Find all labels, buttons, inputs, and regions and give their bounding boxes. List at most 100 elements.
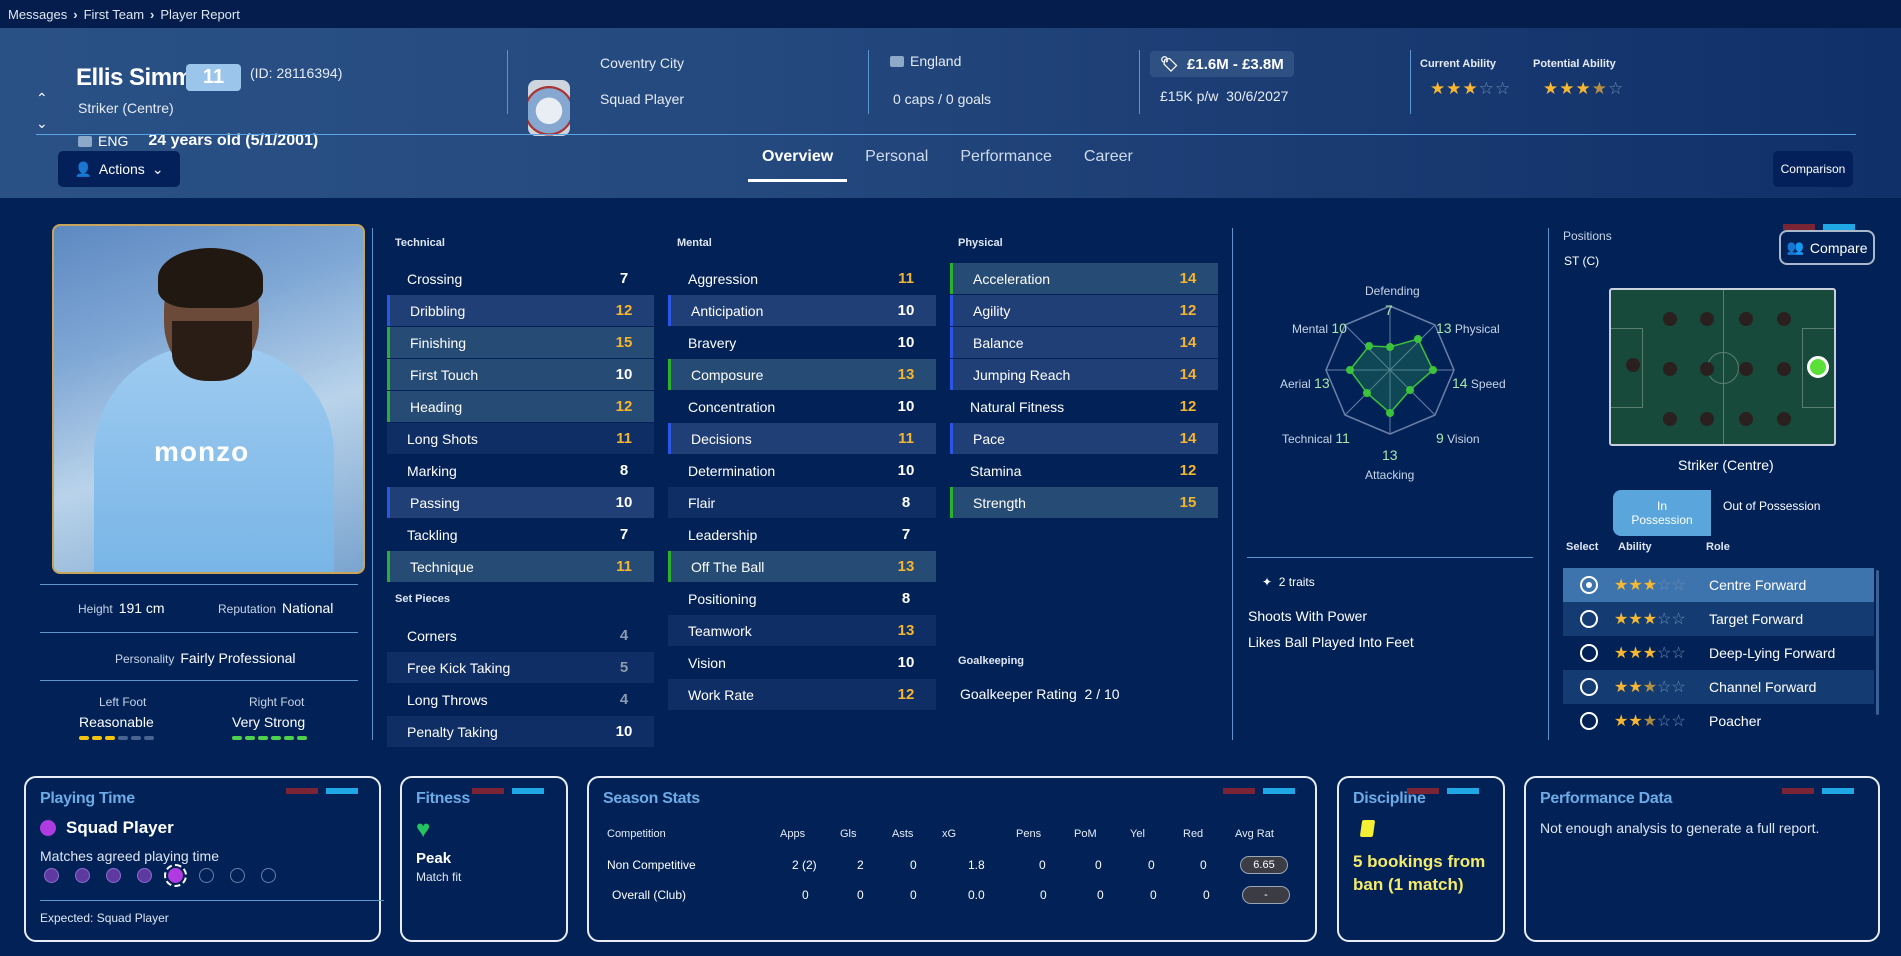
attr-long-shots[interactable]: Long Shots 11 xyxy=(387,423,654,454)
attr-bravery[interactable]: Bravery 10 xyxy=(668,327,936,358)
comparison-button[interactable]: Comparison xyxy=(1773,151,1853,187)
attr-off-the-ball[interactable]: Off The Ball 13 xyxy=(668,551,936,582)
col-apps[interactable]: Apps xyxy=(780,828,806,840)
attr-balance[interactable]: Balance 14 xyxy=(950,327,1218,358)
traits-count[interactable]: ✦ 2 traits xyxy=(1262,575,1315,589)
tab-career[interactable]: Career xyxy=(1083,148,1133,165)
attr-stamina[interactable]: Stamina 12 xyxy=(950,455,1218,486)
fitness-title: Fitness xyxy=(416,790,470,807)
position-dot[interactable] xyxy=(1739,412,1753,426)
attr-marking[interactable]: Marking 8 xyxy=(387,455,654,486)
attr-dribbling[interactable]: Dribbling 12 xyxy=(387,295,654,326)
attr-determination[interactable]: Determination 10 xyxy=(668,455,936,486)
attr-penalty-taking[interactable]: Penalty Taking 10 xyxy=(387,716,654,747)
transfer-value[interactable]: 🏷 £1.6M - £3.8M xyxy=(1150,51,1294,77)
position-dot[interactable] xyxy=(1777,412,1791,426)
attr-pace[interactable]: Pace 14 xyxy=(950,423,1218,454)
col-competition[interactable]: Competition xyxy=(607,828,666,840)
tab-personal[interactable]: Personal xyxy=(865,148,929,165)
attr-technique[interactable]: Technique 11 xyxy=(387,551,654,582)
radio-icon[interactable] xyxy=(1580,644,1598,662)
col-avg-rat[interactable]: Avg Rat xyxy=(1235,828,1274,840)
radio-icon[interactable] xyxy=(1580,712,1598,730)
radar-value: 9 xyxy=(1436,430,1444,446)
attr-long-throws[interactable]: Long Throws 4 xyxy=(387,684,654,715)
attr-natural-fitness[interactable]: Natural Fitness 12 xyxy=(950,391,1218,422)
attr-concentration[interactable]: Concentration 10 xyxy=(668,391,936,422)
tab-performance[interactable]: Performance xyxy=(960,148,1052,165)
attr-flair[interactable]: Flair 8 xyxy=(668,487,936,518)
role-row[interactable]: ★★★☆☆ Target Forward xyxy=(1563,602,1874,636)
role-row[interactable]: ★★★☆☆ Channel Forward xyxy=(1563,670,1874,704)
chevron-up-icon[interactable]: ⌃ xyxy=(36,90,48,106)
radio-icon[interactable] xyxy=(1580,678,1598,696)
chevron-down-icon[interactable]: ⌄ xyxy=(36,115,48,131)
attr-first-touch[interactable]: First Touch 10 xyxy=(387,359,654,390)
attr-positioning[interactable]: Positioning 8 xyxy=(668,583,936,614)
position-dot[interactable] xyxy=(1777,362,1791,376)
attr-finishing[interactable]: Finishing 15 xyxy=(387,327,654,358)
trait-item[interactable]: Likes Ball Played Into Feet xyxy=(1248,634,1414,650)
attr-crossing[interactable]: Crossing 7 xyxy=(387,263,654,294)
in-possession-tab[interactable]: In Possession xyxy=(1613,490,1711,536)
col-pom[interactable]: PoM xyxy=(1074,828,1097,840)
attr-name: Bravery xyxy=(688,334,737,351)
role-row[interactable]: ★★★☆☆ Deep-Lying Forward xyxy=(1563,636,1874,670)
player-position[interactable]: Striker (Centre) xyxy=(78,100,174,116)
nation-code[interactable]: ENG xyxy=(98,133,129,149)
position-dot[interactable] xyxy=(1739,362,1753,376)
radio-icon[interactable] xyxy=(1580,610,1598,628)
heart-icon: ♥ xyxy=(416,816,431,843)
attr-passing[interactable]: Passing 10 xyxy=(387,487,654,518)
trait-item[interactable]: Shoots With Power xyxy=(1248,608,1368,624)
attr-free-kick-taking[interactable]: Free Kick Taking 5 xyxy=(387,652,654,683)
col-red[interactable]: Red xyxy=(1183,828,1204,840)
attr-corners[interactable]: Corners 4 xyxy=(387,620,654,651)
col-xg[interactable]: xG xyxy=(942,828,957,840)
club-crest-icon[interactable] xyxy=(528,80,570,136)
selected-position-dot[interactable] xyxy=(1807,356,1829,378)
attr-tackling[interactable]: Tackling 7 xyxy=(387,519,654,550)
role-row[interactable]: ★★★☆☆ Poacher xyxy=(1563,704,1874,738)
club-name[interactable]: Coventry City xyxy=(600,55,685,71)
attr-composure[interactable]: Composure 13 xyxy=(668,359,936,390)
attr-anticipation[interactable]: Anticipation 10 xyxy=(668,295,936,326)
roles-scrollbar[interactable] xyxy=(1876,570,1879,715)
actions-button[interactable]: 👤 Actions ⌄ xyxy=(58,151,180,187)
position-dot[interactable] xyxy=(1777,312,1791,326)
attr-acceleration[interactable]: Acceleration 14 xyxy=(950,263,1218,294)
attr-leadership[interactable]: Leadership 7 xyxy=(668,519,936,550)
attr-aggression[interactable]: Aggression 11 xyxy=(668,263,936,294)
position-dot[interactable] xyxy=(1626,358,1640,372)
squad-status[interactable]: Squad Player xyxy=(600,91,685,107)
role-row[interactable]: ★★★☆☆ Centre Forward xyxy=(1563,568,1874,602)
col-gls[interactable]: Gls xyxy=(840,828,857,840)
col-pens[interactable]: Pens xyxy=(1016,828,1042,840)
attr-heading[interactable]: Heading 12 xyxy=(387,391,654,422)
attr-work-rate[interactable]: Work Rate 12 xyxy=(668,679,936,710)
position-dot[interactable] xyxy=(1663,312,1677,326)
attr-strength[interactable]: Strength 15 xyxy=(950,487,1218,518)
breadcrumb-first-team[interactable]: First Team xyxy=(83,6,145,22)
breadcrumb-messages[interactable]: Messages xyxy=(8,6,68,22)
position-dot[interactable] xyxy=(1700,312,1714,326)
international-nation[interactable]: England xyxy=(890,53,961,69)
attr-teamwork[interactable]: Teamwork 13 xyxy=(668,615,936,646)
compare-button[interactable]: 👥 Compare xyxy=(1779,230,1875,265)
position-dot[interactable] xyxy=(1739,312,1753,326)
out-of-possession-tab[interactable]: Out of Possession xyxy=(1723,499,1821,513)
attr-agility[interactable]: Agility 12 xyxy=(950,295,1218,326)
personality-info[interactable]: Personality Fairly Professional xyxy=(115,650,296,666)
attr-jumping-reach[interactable]: Jumping Reach 14 xyxy=(950,359,1218,390)
tab-overview[interactable]: Overview xyxy=(747,144,848,182)
attr-decisions[interactable]: Decisions 11 xyxy=(668,423,936,454)
position-dot[interactable] xyxy=(1663,412,1677,426)
contract-info[interactable]: £15K p/w 30/6/2027 xyxy=(1160,88,1288,104)
attr-vision[interactable]: Vision 10 xyxy=(668,647,936,678)
radio-selected-icon[interactable] xyxy=(1580,576,1598,594)
col-asts[interactable]: Asts xyxy=(892,828,914,840)
position-dot[interactable] xyxy=(1700,412,1714,426)
position-dot[interactable] xyxy=(1663,362,1677,376)
position-dot[interactable] xyxy=(1700,362,1714,376)
col-yel[interactable]: Yel xyxy=(1130,828,1145,840)
